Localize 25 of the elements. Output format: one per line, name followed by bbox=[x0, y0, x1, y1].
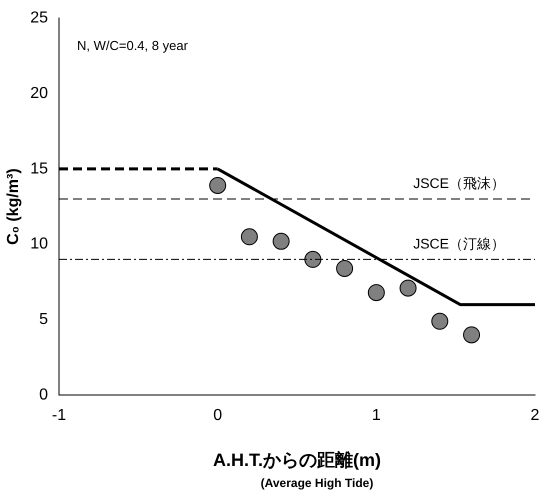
annotation: N, W/C=0.4, 8 year bbox=[76, 38, 189, 54]
y-tick-label: 5 bbox=[39, 311, 48, 328]
x-tick-label: -1 bbox=[52, 407, 66, 424]
y-tick-label: 15 bbox=[30, 160, 48, 178]
ref-line-label: JSCE（汀線） bbox=[413, 235, 505, 252]
point bbox=[304, 250, 322, 268]
x-tick-label: 1 bbox=[372, 407, 381, 424]
y-axis-title: C₀ (kg/m³) bbox=[5, 168, 22, 245]
y-tick-label: 20 bbox=[30, 84, 48, 102]
y-tick-label: 0 bbox=[39, 386, 48, 404]
point bbox=[431, 312, 448, 330]
x-tick-label: 2 bbox=[530, 407, 540, 424]
point bbox=[368, 284, 385, 302]
y-tick-label: 25 bbox=[30, 9, 48, 26]
x-axis-title: A.H.T.からの距離(m) bbox=[213, 450, 381, 470]
ref-line-label: JSCE（飛沫） bbox=[413, 174, 505, 191]
point bbox=[209, 176, 226, 194]
y-tick-label: 10 bbox=[30, 236, 48, 253]
point bbox=[463, 326, 480, 344]
point bbox=[240, 228, 258, 246]
x-tick-label: 0 bbox=[213, 407, 222, 424]
text: (Average High Tide) bbox=[260, 476, 374, 490]
point bbox=[336, 260, 354, 277]
point bbox=[400, 280, 417, 297]
point bbox=[272, 232, 290, 250]
